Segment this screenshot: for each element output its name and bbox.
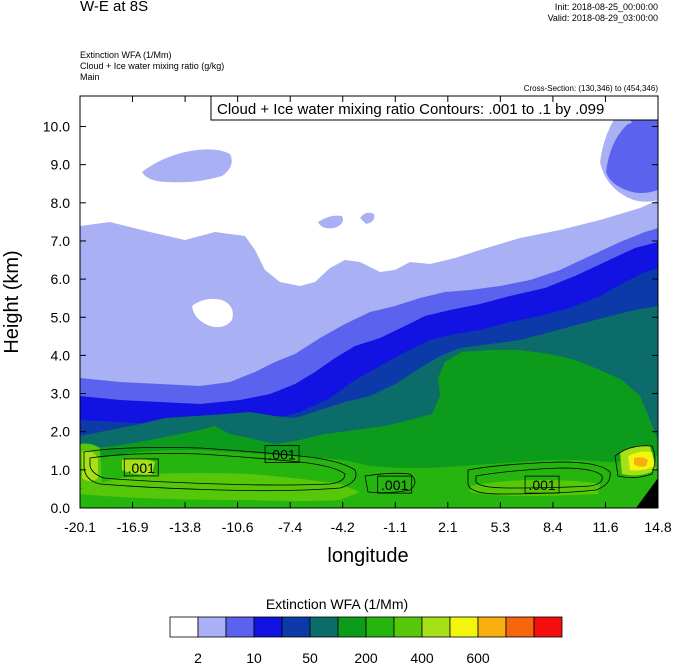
subtitle-mixing-ratio: Cloud + Ice water mixing ratio (g/kg) xyxy=(80,61,225,71)
colorbar-box xyxy=(197,616,227,638)
x-tick-label: 14.8 xyxy=(644,519,671,535)
colorbar-box xyxy=(281,616,311,638)
contour-line-right-edge xyxy=(614,445,656,478)
subtitle-main: Main xyxy=(80,72,100,82)
colorbar-label: 600 xyxy=(466,650,490,666)
colorbar-box xyxy=(393,616,423,638)
contour-info-text: Cloud + Ice water mixing ratio Contours:… xyxy=(217,101,604,118)
colorbar-box xyxy=(449,616,479,638)
contour-label-box xyxy=(524,475,560,494)
colorbar-label: 200 xyxy=(354,650,378,666)
contour-labels: .001 .001 .001 .001 xyxy=(123,445,560,494)
contour-label-box xyxy=(264,445,300,463)
colorbar-box xyxy=(477,616,507,638)
x-tick-label: 5.3 xyxy=(491,519,511,535)
y-tick-label: 10.0 xyxy=(43,119,70,135)
terrain xyxy=(636,478,658,508)
y-tick-label: 0.0 xyxy=(51,500,71,516)
contour-label: .001 xyxy=(528,477,555,493)
colorbar-box xyxy=(365,616,395,638)
x-tick-label: -20.1 xyxy=(64,519,96,535)
contour-line-right xyxy=(467,461,611,495)
contour-label: .001 xyxy=(381,477,408,493)
colorbar-box xyxy=(169,616,199,638)
colorbar xyxy=(169,616,563,638)
colorbar-title: Extinction WFA (1/Mm) xyxy=(265,596,409,612)
contour-info-frame xyxy=(210,95,659,121)
contour-label-box xyxy=(377,475,413,494)
contour-line-left-inner xyxy=(89,453,346,486)
valid-time: Valid: 2018-08-29_03:00:00 xyxy=(547,13,658,23)
colorbar-box xyxy=(225,616,255,638)
colorbar-box xyxy=(421,616,451,638)
contour-line-center xyxy=(364,472,416,494)
contour-label: .001 xyxy=(128,460,155,476)
y-tick-label: 1.0 xyxy=(51,462,71,478)
init-time: Init: 2018-08-25_00:00:00 xyxy=(554,2,658,12)
cross-section-label: Cross-Section: (130,346) to (454,346) xyxy=(523,84,658,93)
x-tick-label: -16.9 xyxy=(117,519,149,535)
x-tick-label: 11.6 xyxy=(592,519,618,535)
chart-title: W-E at 8S xyxy=(80,0,149,15)
x-tick-label: -7.4 xyxy=(278,519,302,535)
colorbar-label: 50 xyxy=(302,650,318,666)
colorbar-box xyxy=(533,616,563,638)
heatmap-field: .001 .001 .001 .001 xyxy=(80,96,658,508)
x-axis-ticks: -20.1 -16.9 -13.8 -10.6 -7.4 -4.2 -1.1 2.1 5.3 8.… xyxy=(64,96,672,535)
x-tick-label: -10.6 xyxy=(222,519,254,535)
field-blob-lavender-small xyxy=(318,215,343,229)
y-tick-label: 5.0 xyxy=(51,309,71,325)
x-tick-label: -4.2 xyxy=(331,519,355,535)
subtitle-extinction: Extinction WFA (1/Mm) xyxy=(80,50,172,60)
y-tick-label: 8.0 xyxy=(51,195,71,211)
y-axis-label: Height (km) xyxy=(1,250,23,353)
field-gap-white xyxy=(192,298,233,328)
contour-label-box xyxy=(123,458,159,477)
contour-line-right-inner xyxy=(475,467,603,489)
x-tick-label: 2.1 xyxy=(438,519,458,535)
field-blob-lavender-upper xyxy=(142,149,232,183)
field-hotspot-orange xyxy=(634,457,648,467)
colorbar-box xyxy=(253,616,283,638)
x-tick-label: -1.1 xyxy=(383,519,407,535)
colorbar-label: 400 xyxy=(410,650,434,666)
contour-line-left xyxy=(83,447,357,492)
colorbar-box xyxy=(309,616,339,638)
colorbar-label: 10 xyxy=(246,650,262,666)
field-blob-lavender-mid xyxy=(360,212,375,224)
y-tick-label: 9.0 xyxy=(51,157,71,173)
y-tick-label: 7.0 xyxy=(51,233,71,249)
y-tick-label: 6.0 xyxy=(51,271,71,287)
x-tick-label: -13.8 xyxy=(169,519,201,535)
colorbar-label: 2 xyxy=(194,650,202,666)
contours xyxy=(83,445,656,495)
colorbar-box xyxy=(505,616,535,638)
contour-label: .001 xyxy=(268,447,295,463)
colorbar-box xyxy=(337,616,367,638)
y-axis-ticks: 0.0 1.0 2.0 3.0 4.0 5.0 6.0 7.0 8.0 9.0 10.0 xyxy=(43,119,658,516)
contour-info-box: Cloud + Ice water mixing ratio Contours:… xyxy=(210,95,659,121)
y-tick-label: 3.0 xyxy=(51,386,71,402)
x-tick-label: 8.4 xyxy=(543,519,563,535)
field-layer-yellow-green xyxy=(80,473,360,501)
x-axis-label: longitude xyxy=(327,545,408,567)
y-tick-label: 2.0 xyxy=(51,424,71,440)
y-tick-label: 4.0 xyxy=(51,347,71,363)
